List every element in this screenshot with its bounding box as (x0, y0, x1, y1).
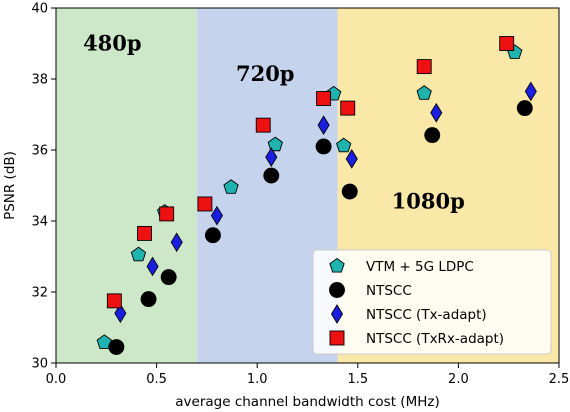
data-point-circle (424, 127, 441, 144)
legend-box (312, 249, 552, 355)
data-point-square (137, 225, 152, 241)
data-point-pentagon (130, 246, 147, 262)
x-tick-label: 1.0 (247, 372, 268, 387)
y-tick-label: 40 (31, 2, 48, 17)
y-tick-label: 38 (31, 73, 48, 88)
data-point-circle (516, 100, 533, 117)
data-point-square (106, 293, 122, 309)
region-label-720p: 720p (236, 61, 295, 86)
y-tick-label: 36 (31, 144, 48, 159)
legend: VTM + 5G LDPC NTSCC NTSCC (Tx-adapt) NTSCC … (312, 249, 552, 355)
data-point-square (255, 117, 271, 133)
data-point-pentagon (416, 85, 432, 100)
x-tick-label: 2.5 (549, 372, 570, 387)
y-tick-label: 34 (31, 215, 48, 230)
region-480p-background (56, 8, 197, 363)
data-point-square (499, 36, 515, 51)
legend-marker-square (329, 330, 345, 346)
plot-frame (55, 7, 560, 364)
data-point-diamond (317, 115, 330, 136)
legend-marker-diamond (330, 304, 344, 324)
data-point-diamond (265, 147, 278, 167)
data-point-circle (140, 291, 157, 308)
region-labels: 480p 720p 1080p (83, 31, 465, 214)
data-point-diamond (170, 232, 183, 253)
data-point-diamond (114, 303, 127, 324)
legend-entry-label: NTSCC (Tx-adapt) (366, 307, 487, 323)
y-axis-label: PSNR (dB) (2, 151, 18, 220)
data-point-diamond (345, 149, 358, 169)
data-point-circle (341, 183, 358, 200)
data-point-square (197, 196, 213, 212)
region-label-1080p: 1080p (392, 189, 465, 214)
data-point-square (316, 91, 332, 106)
x-tick-label: 0.5 (146, 372, 167, 387)
legend-entry-label: NTSCC (366, 283, 412, 299)
data-point-pentagon (96, 334, 112, 349)
data-point-square (340, 100, 356, 116)
data-point-diamond (210, 205, 223, 226)
y-tick-label: 32 (31, 286, 48, 301)
region-label-480p: 480p (83, 31, 142, 56)
data-point-square (416, 59, 432, 75)
data-point-circle (204, 227, 221, 244)
data-point-circle (108, 339, 125, 355)
series-1 (108, 100, 533, 355)
data-markers (96, 36, 537, 355)
data-point-circle (263, 167, 280, 184)
data-point-diamond (430, 102, 443, 123)
data-point-pentagon (223, 179, 239, 194)
legend-marker-pentagon (329, 257, 345, 273)
y-tick-label: 30 (31, 357, 48, 372)
data-point-pentagon (336, 137, 352, 153)
data-point-square (159, 206, 175, 222)
legend-marker-circle (329, 282, 345, 298)
legend-entry-label: VTM + 5G LDPC (366, 259, 474, 275)
x-tick-label: 2.0 (448, 372, 469, 387)
data-point-circle (160, 269, 177, 286)
data-point-pentagon (267, 136, 283, 152)
series-2 (114, 81, 537, 324)
data-point-circle (315, 138, 332, 155)
data-point-diamond (524, 81, 537, 102)
x-axis-label: average channel bandwidth cost (MHz) (175, 394, 439, 410)
series-3 (106, 36, 515, 309)
x-tick-label: 1.5 (347, 372, 368, 387)
data-point-diamond (146, 256, 159, 277)
axis-ticks: 0.0 0.5 1.0 1.5 2.0 2.5 30 32 34 36 38 40 (31, 2, 569, 388)
x-tick-label: 0.0 (46, 372, 67, 387)
legend-entry-label: NTSCC (TxRx-adapt) (366, 331, 504, 347)
